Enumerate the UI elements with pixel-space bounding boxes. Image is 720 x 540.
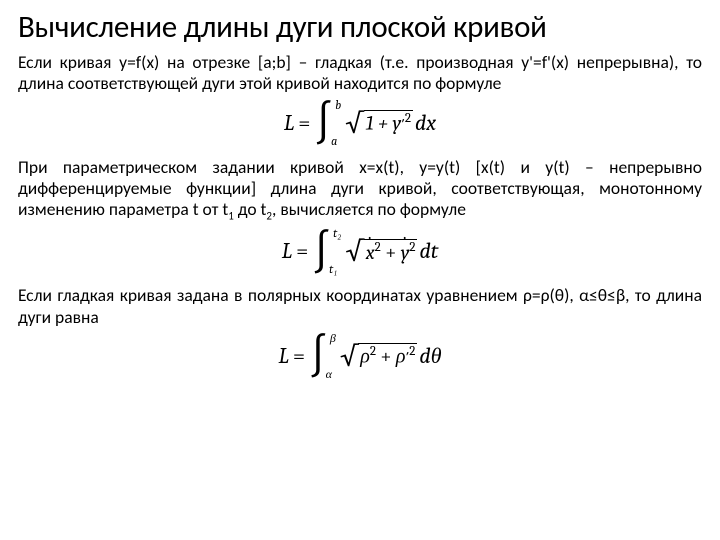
paragraph-2: При параметрическом задании кривой x=x(t… bbox=[18, 157, 702, 224]
page-title: Вычисление длины дуги плоской кривой bbox=[18, 8, 702, 46]
integral-icon: ∫ bbox=[309, 337, 328, 374]
paragraph-3: Если гладкая кривая задана в полярных ко… bbox=[18, 285, 702, 328]
sqrt: √ x2 + y2 bbox=[345, 235, 417, 267]
sqrt: √ ρ2 + ρ′2 bbox=[340, 340, 418, 372]
formula-1: L = ∫ b a √ 1 + y′2 dx bbox=[18, 99, 702, 147]
differential: dx bbox=[415, 110, 436, 136]
integral-icon: ∫ bbox=[315, 104, 334, 141]
sqrt: √ 1 + y′2 bbox=[345, 107, 413, 139]
lhs: L bbox=[278, 343, 288, 369]
equals: = bbox=[298, 110, 310, 136]
formula-3: L = ∫ β α √ ρ2 + ρ′2 dθ bbox=[18, 332, 702, 380]
differential: dt bbox=[419, 238, 438, 264]
paragraph-1: Если кривая y=f(x) на отрезке [a;b] – гл… bbox=[18, 52, 702, 95]
lhs: L bbox=[282, 238, 292, 264]
integral-icon: ∫ bbox=[312, 233, 331, 270]
differential: dθ bbox=[419, 343, 441, 369]
equals: = bbox=[293, 343, 305, 369]
formula-2: L = ∫ t₂ t₁ √ x2 + y2 dt bbox=[18, 227, 702, 275]
equals: = bbox=[296, 238, 308, 264]
lhs: L bbox=[284, 110, 294, 136]
